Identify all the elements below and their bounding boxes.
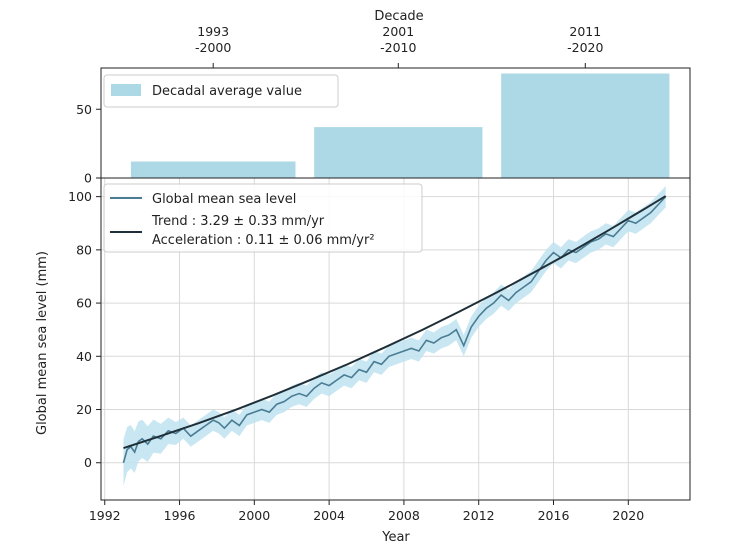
bottom-legend-box bbox=[103, 183, 423, 253]
top-legend-label: Decadal average value bbox=[152, 84, 302, 99]
top-ytick-label-50: 50 bbox=[76, 102, 92, 117]
xtick-label-2012: 2012 bbox=[463, 508, 495, 523]
bottom-panel-frame bbox=[100, 177, 691, 501]
top-legend-swatch bbox=[111, 84, 141, 96]
sea-level-line-panel: 0 20 40 60 80 100 1992 1996 2000 2004 2008 2012 201… bbox=[35, 177, 691, 545]
decadal-bar-1 bbox=[130, 161, 296, 178]
top-ytick-label-0: 0 bbox=[84, 171, 92, 186]
trend-fit-line bbox=[123, 195, 667, 450]
xtick-label-2008: 2008 bbox=[388, 508, 420, 523]
top-axis-label: Decade bbox=[374, 9, 423, 24]
gmsl-series-line bbox=[122, 196, 667, 463]
xtick-label-2016: 2016 bbox=[538, 508, 570, 523]
xtick-label-1992: 1992 bbox=[89, 508, 121, 523]
decade-label-2-end: -2010 bbox=[380, 40, 416, 55]
ytick-label-80: 80 bbox=[76, 242, 92, 257]
xtick-label-2004: 2004 bbox=[313, 508, 345, 523]
decadal-bar-2 bbox=[314, 127, 483, 178]
decade-label-2-start: 2001 bbox=[382, 24, 414, 39]
decade-label-3-start: 2011 bbox=[569, 24, 601, 39]
top-legend: Decadal average value bbox=[103, 74, 339, 108]
xtick-label-2000: 2000 bbox=[238, 508, 270, 523]
decadal-bar-panel: 0 50 1993-2000 2001-2010 2011-2020 Decadal … bbox=[76, 24, 691, 186]
xtick-label-1996: 1996 bbox=[164, 508, 196, 523]
legend-gmsl-label: Global mean sea level bbox=[152, 192, 296, 207]
ytick-label-60: 60 bbox=[76, 296, 92, 311]
ytick-label-100: 100 bbox=[68, 189, 92, 204]
bottom-legend: Global mean sea level Trend : 3.29 ± 0.3… bbox=[103, 183, 423, 253]
decade-label-1-end: -2000 bbox=[195, 40, 231, 55]
top-legend-box bbox=[103, 74, 339, 108]
ytick-label-0: 0 bbox=[84, 455, 92, 470]
x-axis-label: Year bbox=[381, 530, 410, 545]
y-axis-label: Global mean sea level (mm) bbox=[35, 251, 50, 435]
legend-trend-label: Trend : 3.29 ± 0.33 mm/yr bbox=[151, 214, 325, 229]
legend-acceleration-label: Acceleration : 0.11 ± 0.06 mm/yr² bbox=[152, 233, 375, 248]
xtick-label-2020: 2020 bbox=[612, 508, 644, 523]
decadal-bar-3 bbox=[501, 73, 670, 178]
decade-label-1-start: 1993 bbox=[197, 24, 229, 39]
ytick-label-40: 40 bbox=[76, 349, 92, 364]
decade-label-3-end: -2020 bbox=[567, 40, 603, 55]
ytick-label-20: 20 bbox=[76, 402, 92, 417]
